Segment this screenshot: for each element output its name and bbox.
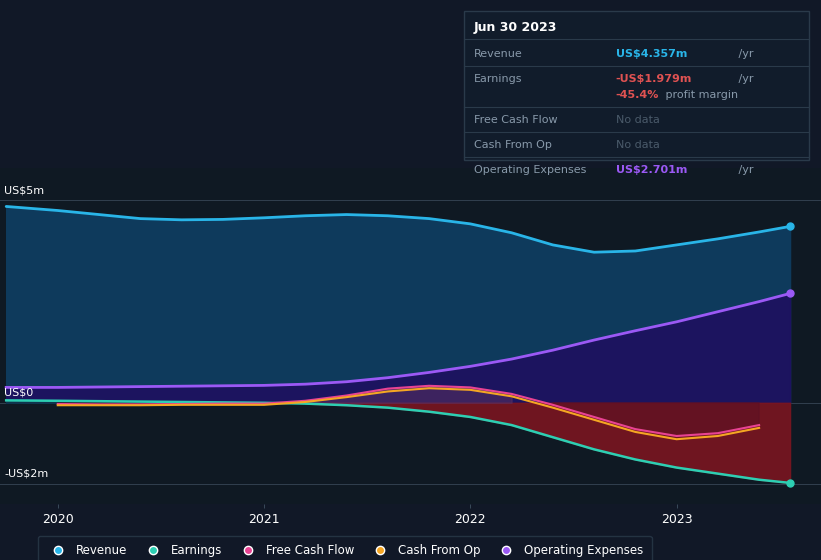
Text: US$4.357m: US$4.357m [616,49,687,59]
Text: /yr: /yr [735,165,754,175]
Text: /yr: /yr [735,49,754,59]
Text: Cash From Op: Cash From Op [474,140,552,150]
Text: US$5m: US$5m [4,185,44,195]
Text: -US$2m: -US$2m [4,469,48,479]
Text: No data: No data [616,115,659,125]
Text: Jun 30 2023: Jun 30 2023 [474,21,557,35]
Text: Earnings: Earnings [474,74,522,84]
Text: US$0: US$0 [4,388,34,398]
Text: US$2.701m: US$2.701m [616,165,687,175]
Text: -45.4%: -45.4% [616,90,659,100]
Text: -US$1.979m: -US$1.979m [616,74,692,84]
Text: Free Cash Flow: Free Cash Flow [474,115,557,125]
Text: No data: No data [616,140,659,150]
Text: profit margin: profit margin [662,90,738,100]
Legend: Revenue, Earnings, Free Cash Flow, Cash From Op, Operating Expenses: Revenue, Earnings, Free Cash Flow, Cash … [38,536,652,560]
Text: /yr: /yr [735,74,754,84]
Text: Revenue: Revenue [474,49,522,59]
Text: Operating Expenses: Operating Expenses [474,165,586,175]
